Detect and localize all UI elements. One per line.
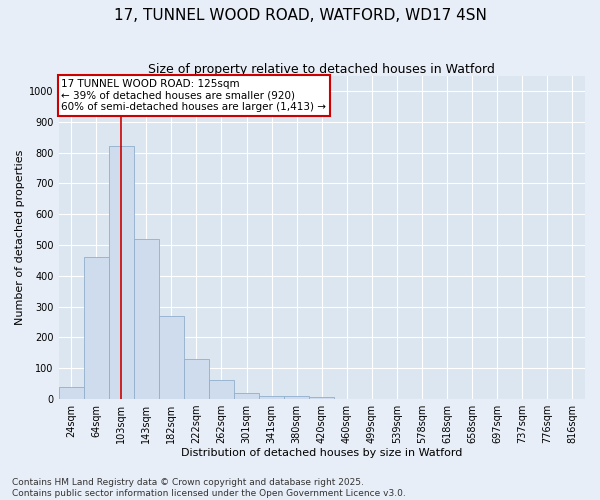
Bar [134,239,159,399]
Text: Contains HM Land Registry data © Crown copyright and database right 2025.
Contai: Contains HM Land Registry data © Crown c… [12,478,406,498]
Bar [209,380,234,399]
Bar [259,396,284,399]
Bar [284,396,309,399]
Text: 17, TUNNEL WOOD ROAD, WATFORD, WD17 4SN: 17, TUNNEL WOOD ROAD, WATFORD, WD17 4SN [113,8,487,22]
Bar [109,146,134,399]
Text: 17 TUNNEL WOOD ROAD: 125sqm
← 39% of detached houses are smaller (920)
60% of se: 17 TUNNEL WOOD ROAD: 125sqm ← 39% of det… [61,78,326,112]
X-axis label: Distribution of detached houses by size in Watford: Distribution of detached houses by size … [181,448,463,458]
Bar [59,386,83,399]
Bar [234,393,259,399]
Bar [159,316,184,399]
Bar [309,398,334,399]
Y-axis label: Number of detached properties: Number of detached properties [15,150,25,325]
Bar [184,359,209,399]
Bar [83,258,109,399]
Title: Size of property relative to detached houses in Watford: Size of property relative to detached ho… [148,62,495,76]
